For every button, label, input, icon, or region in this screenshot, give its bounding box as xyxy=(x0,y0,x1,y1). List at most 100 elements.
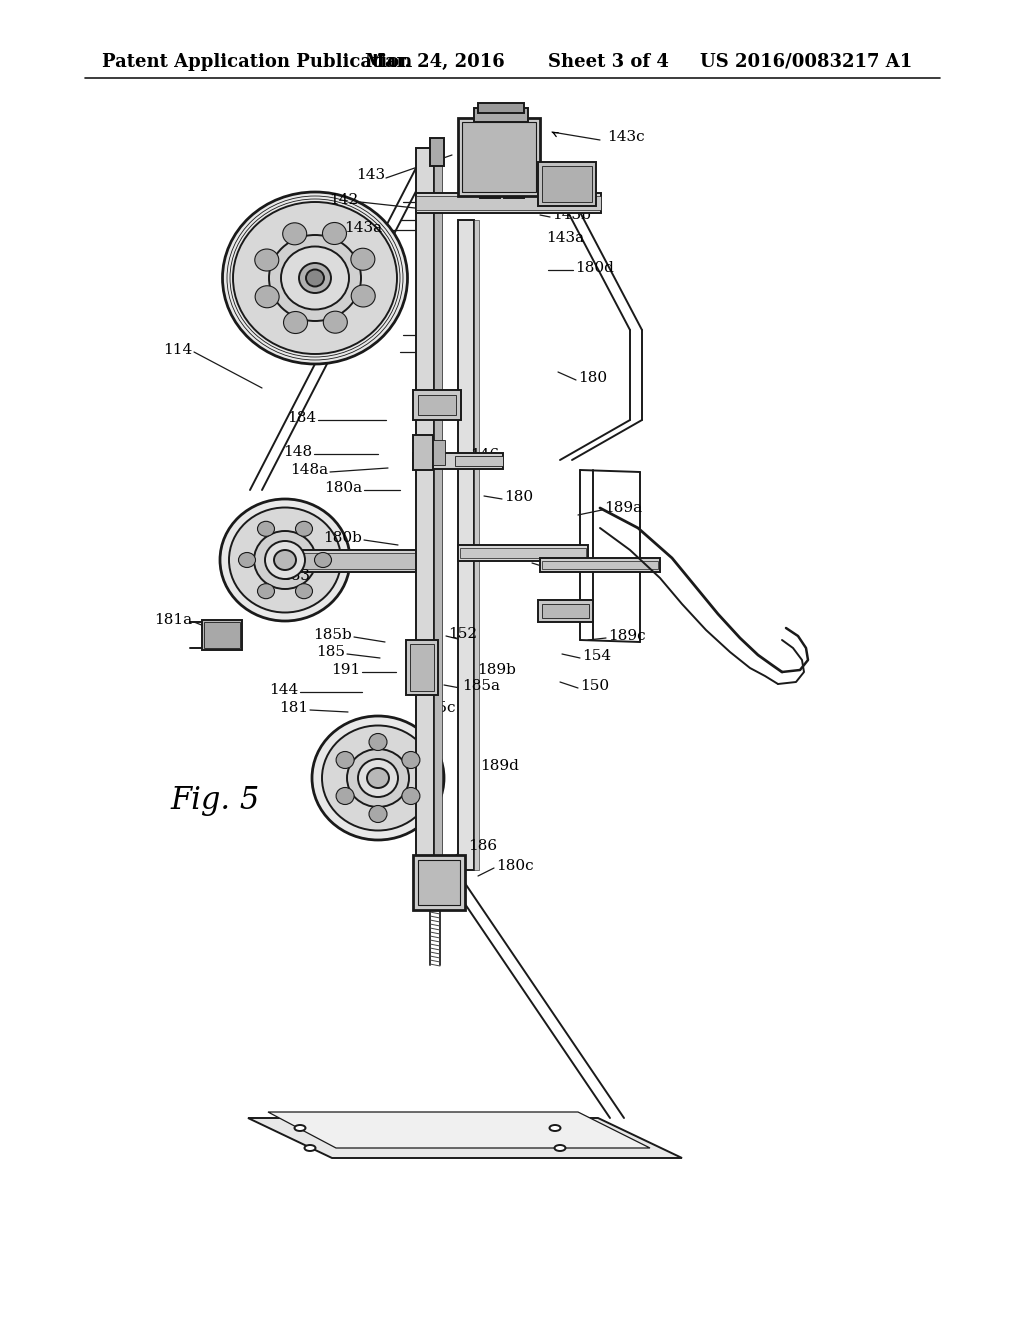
Text: 180b: 180b xyxy=(324,531,362,545)
Ellipse shape xyxy=(281,247,349,309)
Bar xyxy=(416,193,601,213)
Ellipse shape xyxy=(369,734,387,751)
Bar xyxy=(416,148,434,878)
Bar xyxy=(542,605,589,618)
Ellipse shape xyxy=(401,788,420,804)
Text: 189c: 189c xyxy=(608,630,645,643)
Text: Mar. 24, 2016: Mar. 24, 2016 xyxy=(365,53,505,71)
Ellipse shape xyxy=(351,285,375,308)
Bar xyxy=(434,148,442,878)
Ellipse shape xyxy=(265,541,305,579)
Ellipse shape xyxy=(296,521,312,536)
Ellipse shape xyxy=(222,191,408,364)
Text: 181a: 181a xyxy=(154,612,193,627)
Polygon shape xyxy=(268,1111,650,1148)
Ellipse shape xyxy=(255,249,279,271)
Ellipse shape xyxy=(347,748,409,807)
Ellipse shape xyxy=(336,751,354,768)
Ellipse shape xyxy=(239,553,256,568)
Bar xyxy=(202,620,242,649)
Text: 143a: 143a xyxy=(546,231,584,246)
Bar xyxy=(287,553,428,569)
Ellipse shape xyxy=(358,759,398,797)
Ellipse shape xyxy=(336,788,354,804)
Text: 150: 150 xyxy=(580,678,609,693)
Bar xyxy=(418,395,456,414)
Ellipse shape xyxy=(229,507,341,612)
Text: 185c: 185c xyxy=(418,701,456,715)
Text: 154: 154 xyxy=(582,649,611,663)
Text: 181: 181 xyxy=(279,701,308,715)
Text: 142: 142 xyxy=(329,193,358,207)
Bar xyxy=(285,550,430,572)
Text: 185: 185 xyxy=(316,645,345,659)
Text: 114: 114 xyxy=(163,343,193,356)
Text: 180b: 180b xyxy=(550,558,589,573)
Ellipse shape xyxy=(369,805,387,822)
Ellipse shape xyxy=(312,715,444,840)
Ellipse shape xyxy=(257,521,274,536)
Text: 180c: 180c xyxy=(496,859,534,873)
Ellipse shape xyxy=(233,202,397,354)
Ellipse shape xyxy=(351,248,375,271)
Bar xyxy=(406,640,438,696)
Text: 180: 180 xyxy=(578,371,607,385)
Ellipse shape xyxy=(323,223,346,244)
Bar xyxy=(413,453,503,469)
Text: 185a: 185a xyxy=(462,678,500,693)
Text: 180a: 180a xyxy=(324,480,362,495)
Text: 185b: 185b xyxy=(313,628,352,642)
Text: 184: 184 xyxy=(287,411,316,425)
Text: 146: 146 xyxy=(470,447,500,462)
Bar xyxy=(542,561,658,569)
Polygon shape xyxy=(248,1118,682,1158)
Bar xyxy=(538,162,596,206)
Text: Fig. 5: Fig. 5 xyxy=(170,784,259,816)
Text: 148: 148 xyxy=(283,445,312,459)
Bar xyxy=(410,644,434,690)
Bar xyxy=(204,622,240,648)
Bar xyxy=(474,220,479,870)
Ellipse shape xyxy=(299,263,331,293)
Ellipse shape xyxy=(257,583,274,599)
Ellipse shape xyxy=(283,223,306,244)
Ellipse shape xyxy=(322,726,434,830)
Ellipse shape xyxy=(254,531,316,589)
Text: Sheet 3 of 4: Sheet 3 of 4 xyxy=(548,53,669,71)
Ellipse shape xyxy=(220,499,350,620)
Bar xyxy=(413,389,461,420)
Ellipse shape xyxy=(296,583,312,599)
Bar xyxy=(462,121,536,191)
Text: US 2016/0083217 A1: US 2016/0083217 A1 xyxy=(700,53,912,71)
Ellipse shape xyxy=(295,1125,305,1131)
Text: 148a: 148a xyxy=(290,463,328,477)
Text: 143c: 143c xyxy=(607,129,645,144)
Bar xyxy=(504,187,524,198)
Bar xyxy=(478,103,524,114)
Bar xyxy=(430,139,444,166)
Text: 152: 152 xyxy=(449,627,477,642)
Ellipse shape xyxy=(367,768,389,788)
Text: 143: 143 xyxy=(356,168,385,182)
Ellipse shape xyxy=(550,1125,560,1131)
Ellipse shape xyxy=(314,553,332,568)
Ellipse shape xyxy=(274,550,296,570)
Text: Patent Application Publication: Patent Application Publication xyxy=(102,53,413,71)
Bar xyxy=(458,220,474,870)
Ellipse shape xyxy=(304,1144,315,1151)
Ellipse shape xyxy=(284,312,307,334)
Ellipse shape xyxy=(401,751,420,768)
Text: 191: 191 xyxy=(331,663,360,677)
Bar xyxy=(458,545,588,561)
Ellipse shape xyxy=(555,1144,565,1151)
Text: 189b: 189b xyxy=(477,663,516,677)
Bar xyxy=(413,436,433,470)
Bar xyxy=(455,455,503,466)
Ellipse shape xyxy=(306,269,324,286)
Text: 183: 183 xyxy=(281,569,310,583)
Bar xyxy=(538,601,593,622)
Text: 189a: 189a xyxy=(604,502,642,515)
Bar xyxy=(458,117,540,195)
Bar xyxy=(418,861,460,906)
Text: 180d: 180d xyxy=(575,261,613,275)
